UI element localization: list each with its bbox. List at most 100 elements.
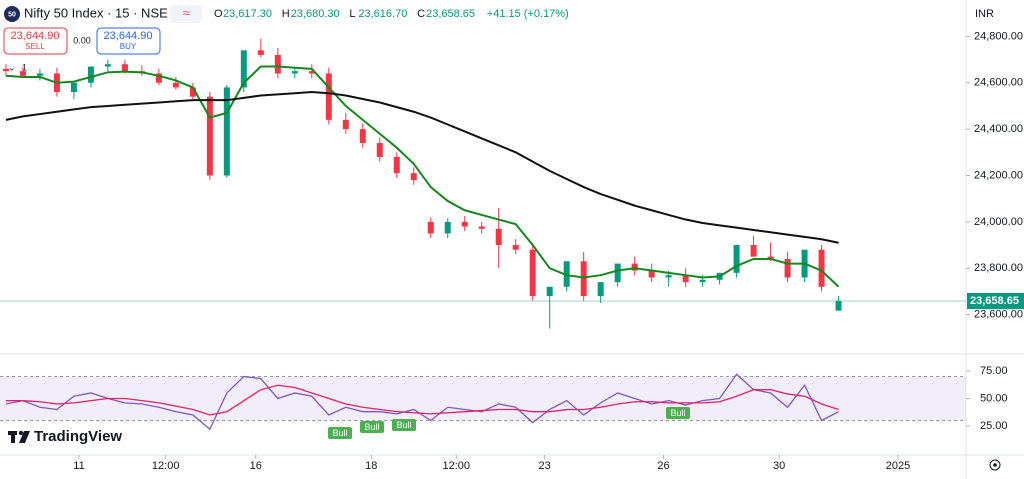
signal-box bbox=[360, 421, 384, 433]
candle-body bbox=[495, 228, 502, 246]
symbol-badge bbox=[4, 6, 20, 22]
candle-body bbox=[546, 286, 553, 297]
rsi-line bbox=[5, 373, 839, 431]
y-tick-label: 24,200.00 bbox=[974, 169, 1023, 181]
ohlc-value: 23,680.30 bbox=[291, 8, 340, 20]
candle-body bbox=[172, 82, 179, 88]
candle-body bbox=[308, 71, 315, 74]
x-tick-label: 11 bbox=[73, 460, 84, 472]
x-tick-label: 16 bbox=[250, 460, 262, 472]
symbol-title: Nifty 50 Index · 15 · NSE bbox=[24, 5, 168, 20]
candle-body bbox=[529, 249, 536, 297]
signal-label: Bull bbox=[670, 408, 685, 418]
y-tick-label: 50.00 bbox=[980, 392, 1008, 404]
candle-body bbox=[274, 54, 281, 74]
rsi-band bbox=[0, 376, 966, 421]
collapse-count[interactable]: 1 bbox=[22, 62, 27, 72]
last-price-label: 23,658.65 bbox=[970, 295, 1019, 307]
signals: Bull Bull Bull Bull bbox=[328, 407, 690, 439]
candle-body bbox=[580, 261, 587, 297]
ohlc-value: 23,617.30 bbox=[223, 8, 272, 20]
y-tick-label: 24,800.00 bbox=[974, 30, 1023, 42]
ohlc-label: H bbox=[282, 8, 290, 20]
x-tick-label: 23 bbox=[538, 460, 550, 472]
logo-part bbox=[19, 431, 30, 443]
x-tick-label: 26 bbox=[657, 460, 669, 472]
y-tick-label: 24,000.00 bbox=[974, 216, 1023, 228]
candle-body bbox=[155, 73, 162, 83]
signal-label: Bull bbox=[332, 428, 347, 438]
badge-text: 50 bbox=[8, 11, 16, 18]
ohlc-label: C bbox=[417, 8, 425, 20]
candle-body bbox=[87, 66, 94, 83]
ohlc-label: O bbox=[214, 8, 223, 20]
candle-body bbox=[206, 96, 213, 176]
buy-label: BUY bbox=[120, 42, 137, 51]
collapse-icon[interactable]: ⌄ bbox=[8, 62, 16, 72]
candle-body bbox=[784, 258, 791, 278]
candle-body bbox=[512, 245, 519, 250]
candle-body bbox=[376, 143, 383, 157]
candle-body bbox=[291, 71, 298, 74]
candle-body bbox=[461, 221, 468, 227]
currency[interactable]: INR bbox=[975, 8, 994, 20]
candle-body bbox=[325, 73, 332, 120]
logo-part bbox=[11, 431, 15, 443]
candle-body bbox=[223, 87, 230, 176]
sell-button[interactable] bbox=[3, 27, 68, 55]
candle-body bbox=[648, 270, 655, 278]
candle-body bbox=[410, 173, 417, 181]
signal-label: Bull bbox=[396, 420, 411, 430]
y-tick-label: 23,600.00 bbox=[974, 308, 1023, 320]
candle-body bbox=[427, 221, 434, 234]
x-tick-label: 12:00 bbox=[152, 460, 180, 472]
signal-box bbox=[666, 407, 690, 419]
candle-body bbox=[121, 64, 128, 72]
candle-body bbox=[665, 275, 672, 278]
x-tick-label: 2025 bbox=[886, 460, 910, 472]
brand-logo bbox=[8, 430, 30, 443]
candle-body bbox=[19, 71, 26, 76]
candle-body bbox=[189, 87, 196, 97]
signal-label: Bull bbox=[364, 422, 379, 432]
candle-body bbox=[342, 119, 349, 130]
x-tick-label: 30 bbox=[773, 460, 785, 472]
logo-part bbox=[18, 430, 24, 436]
ohlc-value: 23,616.70 bbox=[358, 8, 407, 20]
candle-body bbox=[733, 245, 740, 273]
candle-body bbox=[563, 261, 570, 287]
x-tick-label: 12:00 bbox=[442, 460, 470, 472]
signal-box bbox=[392, 419, 416, 431]
candle-body bbox=[36, 73, 43, 76]
change: +41.15 (+0.17%) bbox=[487, 8, 569, 20]
settings-icon[interactable] bbox=[989, 459, 1001, 471]
candle-body bbox=[478, 226, 485, 229]
brand-name: TradingView bbox=[34, 428, 122, 445]
x-tick-label: 18 bbox=[365, 460, 377, 472]
ohlc-label: L bbox=[349, 8, 355, 20]
candle-body bbox=[597, 282, 604, 297]
candle-body bbox=[631, 263, 638, 271]
candle-body bbox=[835, 300, 842, 311]
y-tick-label: 24,600.00 bbox=[974, 77, 1023, 89]
rsi-line bbox=[5, 384, 839, 416]
sell-price: 23,644.90 bbox=[11, 30, 60, 42]
candle-body bbox=[682, 275, 689, 283]
buy-price: 23,644.90 bbox=[104, 30, 153, 42]
toggle-icon: ≈ bbox=[183, 6, 190, 20]
indicator-toggle[interactable] bbox=[170, 5, 202, 23]
signal-box bbox=[328, 427, 352, 439]
candle-body bbox=[767, 256, 774, 259]
candle-body bbox=[359, 129, 366, 144]
moving-average bbox=[5, 91, 839, 244]
spread: 0.00 bbox=[73, 35, 91, 45]
candle-body bbox=[257, 50, 264, 55]
layers: 23,600.00 23,800.00 24,000.00 24,200.00 24,4… bbox=[0, 30, 1024, 472]
last-price-box bbox=[967, 292, 1024, 309]
candle-body bbox=[699, 279, 706, 283]
candle-body bbox=[614, 263, 621, 283]
buy-button[interactable] bbox=[96, 27, 161, 55]
candle-body bbox=[2, 68, 9, 72]
